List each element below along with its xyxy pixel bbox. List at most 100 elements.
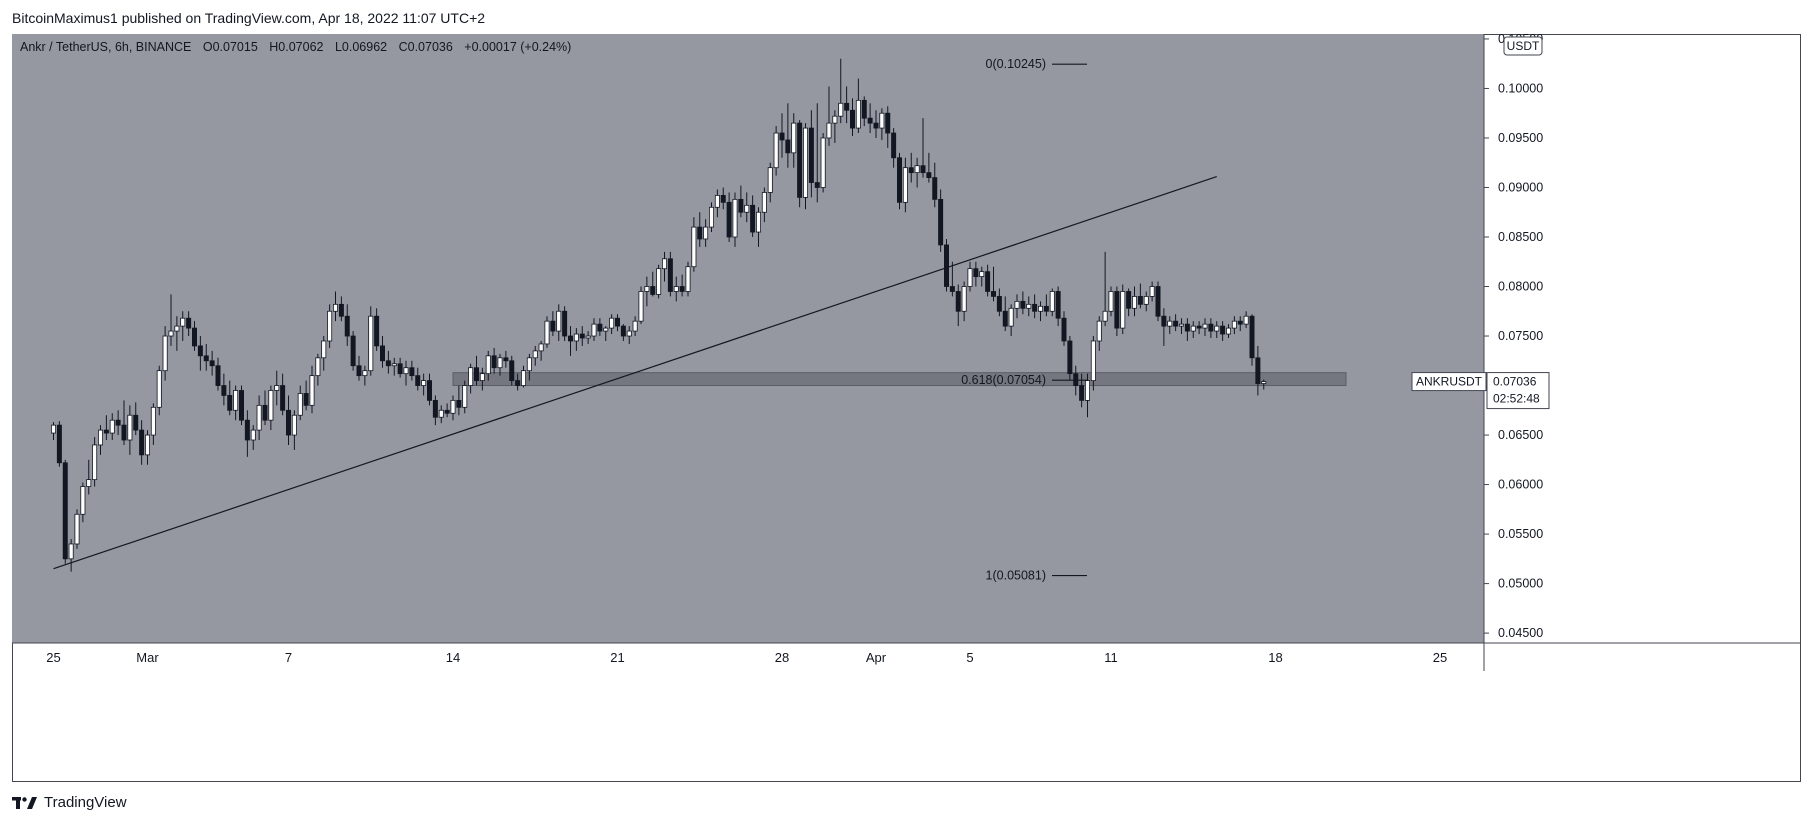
candle[interactable]	[662, 258, 668, 270]
candle[interactable]	[691, 226, 697, 268]
candle[interactable]	[479, 373, 485, 381]
candle[interactable]	[1214, 325, 1220, 332]
candle[interactable]	[238, 390, 244, 421]
candle[interactable]	[309, 375, 315, 406]
candle[interactable]	[873, 122, 879, 129]
candle[interactable]	[1061, 317, 1067, 342]
candle[interactable]	[144, 434, 150, 456]
time-axis[interactable]: 25 Mar 7 14 21 28 Apr 5 11 18 25	[12, 642, 1801, 671]
candle[interactable]	[1208, 323, 1214, 332]
candle[interactable]	[638, 291, 644, 322]
candle[interactable]	[1249, 315, 1255, 359]
candle[interactable]	[509, 360, 515, 381]
candle[interactable]	[562, 310, 568, 337]
candle[interactable]	[356, 365, 362, 377]
candle[interactable]	[168, 330, 174, 337]
candle[interactable]	[603, 327, 609, 332]
candle[interactable]	[714, 195, 720, 208]
candle[interactable]	[139, 429, 145, 456]
candle[interactable]	[1120, 291, 1126, 329]
candle[interactable]	[344, 315, 350, 337]
candle[interactable]	[944, 244, 950, 287]
candle[interactable]	[1102, 310, 1108, 322]
candle[interactable]	[520, 370, 526, 386]
candle[interactable]	[1149, 286, 1155, 297]
candle[interactable]	[1096, 320, 1102, 342]
candle[interactable]	[597, 323, 603, 332]
candle[interactable]	[1184, 323, 1190, 332]
candle[interactable]	[1032, 303, 1038, 312]
candle[interactable]	[538, 343, 544, 352]
candle[interactable]	[291, 414, 297, 436]
candle[interactable]	[156, 370, 162, 408]
candle[interactable]	[650, 286, 656, 295]
candle[interactable]	[1155, 286, 1161, 317]
candle[interactable]	[1173, 320, 1179, 327]
candle[interactable]	[703, 226, 709, 240]
candle[interactable]	[68, 543, 74, 560]
candle[interactable]	[1179, 323, 1185, 327]
candle[interactable]	[133, 414, 139, 431]
candle[interactable]	[432, 399, 438, 418]
candle[interactable]	[1202, 323, 1208, 329]
candle[interactable]	[321, 340, 327, 359]
candle[interactable]	[180, 317, 186, 327]
candle[interactable]	[920, 165, 926, 174]
candle[interactable]	[497, 357, 503, 369]
candle[interactable]	[832, 115, 838, 124]
candle[interactable]	[438, 409, 444, 418]
candle[interactable]	[51, 424, 57, 434]
candle[interactable]	[338, 303, 344, 317]
candle[interactable]	[861, 99, 867, 119]
candle[interactable]	[303, 393, 309, 406]
candle[interactable]	[285, 409, 291, 436]
candle[interactable]	[485, 355, 491, 375]
candle[interactable]	[1114, 291, 1120, 329]
candle[interactable]	[979, 271, 985, 278]
candle[interactable]	[902, 167, 908, 203]
candle[interactable]	[421, 380, 427, 386]
ascending-trendline[interactable]	[53, 176, 1217, 570]
candle[interactable]	[1190, 325, 1196, 332]
candle[interactable]	[926, 172, 932, 178]
candle[interactable]	[679, 286, 685, 292]
candle[interactable]	[1085, 380, 1091, 401]
candle[interactable]	[127, 414, 133, 441]
candle[interactable]	[938, 198, 944, 246]
candle[interactable]	[891, 132, 897, 159]
candle[interactable]	[697, 226, 703, 240]
candle[interactable]	[726, 201, 732, 238]
candle[interactable]	[955, 291, 961, 312]
candle[interactable]	[773, 132, 779, 169]
candle[interactable]	[585, 335, 591, 339]
candle[interactable]	[750, 204, 756, 233]
candle[interactable]	[426, 380, 432, 401]
candle[interactable]	[98, 429, 104, 446]
candle[interactable]	[327, 310, 333, 342]
candle[interactable]	[56, 424, 62, 464]
candle[interactable]	[1108, 291, 1114, 312]
candle[interactable]	[991, 291, 997, 297]
candle[interactable]	[86, 479, 92, 487]
candle[interactable]	[656, 268, 662, 295]
candle[interactable]	[526, 357, 532, 372]
candle[interactable]	[732, 198, 738, 238]
candle[interactable]	[1237, 320, 1243, 325]
candle[interactable]	[1067, 340, 1073, 375]
candle[interactable]	[456, 399, 462, 408]
candle[interactable]	[80, 486, 86, 515]
candle[interactable]	[1090, 340, 1096, 381]
candle[interactable]	[579, 333, 585, 339]
candle[interactable]	[985, 271, 991, 292]
candlestick-chart[interactable]: 0(0.10245) 0.618(0.07054) 1(0.05081) Ankr …	[12, 34, 1801, 782]
candle[interactable]	[297, 393, 303, 416]
candle[interactable]	[932, 177, 938, 200]
candle[interactable]	[1196, 325, 1202, 329]
tradingview-brand[interactable]: TradingView	[12, 794, 127, 811]
candle[interactable]	[544, 320, 550, 345]
candle[interactable]	[444, 409, 450, 414]
candle[interactable]	[1008, 307, 1014, 327]
candle[interactable]	[967, 268, 973, 287]
candle[interactable]	[973, 268, 979, 278]
candle[interactable]	[885, 112, 891, 134]
